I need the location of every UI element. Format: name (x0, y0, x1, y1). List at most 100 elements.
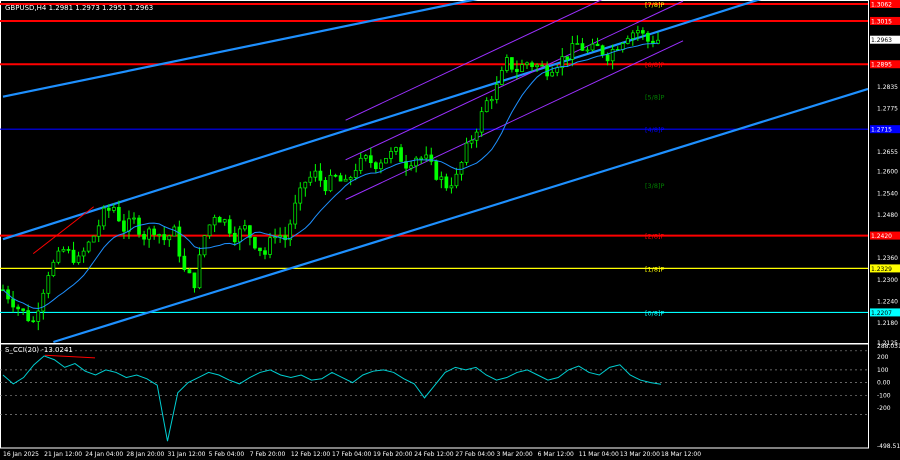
cci-tick-label: 288.0311 (877, 343, 900, 350)
candle-body (308, 176, 313, 183)
level-price-label: 1.3062 (871, 2, 892, 9)
level-price-label: 1.2895 (871, 62, 892, 69)
candle-body (439, 176, 444, 180)
regression-line (345, 0, 603, 121)
candle-body (575, 43, 580, 45)
candle-body (570, 43, 575, 60)
symbol-title: GBPUSD,H4 1.2981 1.2973 1.2951 1.2963 (5, 4, 153, 12)
candle-body (504, 57, 509, 71)
channel-line (2, 0, 478, 98)
candle-body (646, 32, 650, 42)
level-price-label: 1.2420 (871, 233, 892, 240)
price-tick-label: 1.2360 (877, 255, 898, 262)
candle-body (323, 180, 328, 192)
level-price-label: 1.2329 (871, 266, 892, 273)
candle-body (424, 154, 429, 159)
candle-body (494, 84, 499, 100)
candle-body (641, 30, 645, 34)
candle-body (242, 225, 247, 230)
candle-body (459, 162, 464, 175)
level-price-label: 1.2207 (871, 310, 892, 317)
candle-body (96, 225, 101, 237)
candle-body (268, 237, 272, 255)
candle-body (11, 298, 15, 308)
candle-body (499, 70, 504, 85)
candle-body (182, 255, 187, 270)
candle-body (61, 249, 66, 252)
channel-line (53, 87, 869, 344)
murrey-label: [1/8]P (645, 265, 665, 273)
candle-body (318, 170, 323, 181)
candle-body (530, 62, 534, 68)
candle-body (384, 158, 388, 164)
murrey-label: [5/8]P (645, 94, 665, 102)
candle-body (605, 54, 610, 62)
candle-body (409, 165, 413, 169)
candle-body (303, 181, 308, 189)
cci-pane: 288.0311 200 100 0.00 -100 -200 -498.5138 (0, 343, 900, 450)
candle-body (202, 235, 207, 256)
time-axis: 16 Jan 2025 21 Jan 12:00 24 Jan 04:00 28 Ja… (3, 451, 701, 458)
price-tick-label: 1.2180 (877, 320, 898, 327)
price-tick-label: 1.2125 (877, 340, 898, 347)
time-tick-label: 6 Mar 12:00 (538, 451, 574, 458)
price-tick-label: 1.2540 (877, 190, 898, 197)
candle-body (197, 254, 202, 289)
level-price-box (870, 231, 900, 240)
level-price-box (870, 60, 900, 69)
candle-body (66, 249, 71, 251)
price-pane: 1.3062 1.3015 1.2963 1.2895 1.2835 1.2775 1.27… (0, 0, 900, 347)
candle-body (46, 275, 51, 294)
candle-body (535, 64, 539, 68)
level-price-label: 1.3015 (871, 18, 892, 25)
time-tick-label: 16 Jan 2025 (3, 451, 39, 458)
candle-body (565, 56, 570, 60)
time-tick-label: 17 Feb 04:00 (332, 451, 372, 458)
cci-tick-label: 200 (877, 354, 889, 361)
candle-body (358, 157, 363, 171)
time-tick-label: 18 Mar 12:00 (661, 451, 701, 458)
candle-body (147, 228, 151, 240)
candle-body (419, 157, 424, 160)
candle-body (373, 162, 378, 170)
time-tick-label: 24 Jan 04:00 (85, 451, 123, 458)
candle-body (338, 175, 343, 182)
candle-body (515, 68, 519, 72)
candle-body (217, 216, 222, 223)
candle-body (288, 223, 293, 241)
candle-body (283, 235, 288, 241)
candle-body (474, 131, 479, 141)
candle-body (167, 235, 172, 241)
time-tick-label: 13 Mar 20:00 (620, 451, 660, 458)
candle-body (479, 111, 484, 133)
cci-tick-label: 0.00 (877, 380, 891, 387)
candle-body (454, 173, 459, 187)
candle-body (16, 306, 20, 310)
level-price-box (870, 35, 900, 44)
candle-body (21, 308, 26, 311)
candle-body (101, 207, 106, 227)
candle-body (434, 161, 439, 180)
candle-body (484, 100, 489, 113)
price-tick-label: 1.2835 (877, 84, 898, 91)
time-tick-label: 7 Feb 20:00 (250, 451, 286, 458)
level-price-box (870, 308, 900, 317)
candle-body (635, 30, 640, 34)
regression-line (345, 40, 684, 200)
price-tick-label: 1.2775 (877, 106, 898, 113)
level-price-box (870, 16, 900, 25)
price-tick-label: 1.2240 (877, 299, 898, 306)
candle-body (580, 43, 585, 51)
candle-body (444, 176, 449, 189)
cci-line (2, 355, 662, 442)
time-tick-label: 3 Mar 20:00 (497, 451, 533, 458)
candle-body (293, 202, 298, 225)
time-tick-label: 11 Mar 04:00 (579, 451, 619, 458)
candle-body (232, 232, 237, 243)
candle-body (313, 170, 318, 178)
cci-trend-segment (44, 354, 96, 359)
time-tick-label: 21 Jan 12:00 (44, 451, 82, 458)
candle-body (414, 157, 419, 167)
candle-body (172, 226, 177, 237)
candle-body (157, 234, 162, 236)
